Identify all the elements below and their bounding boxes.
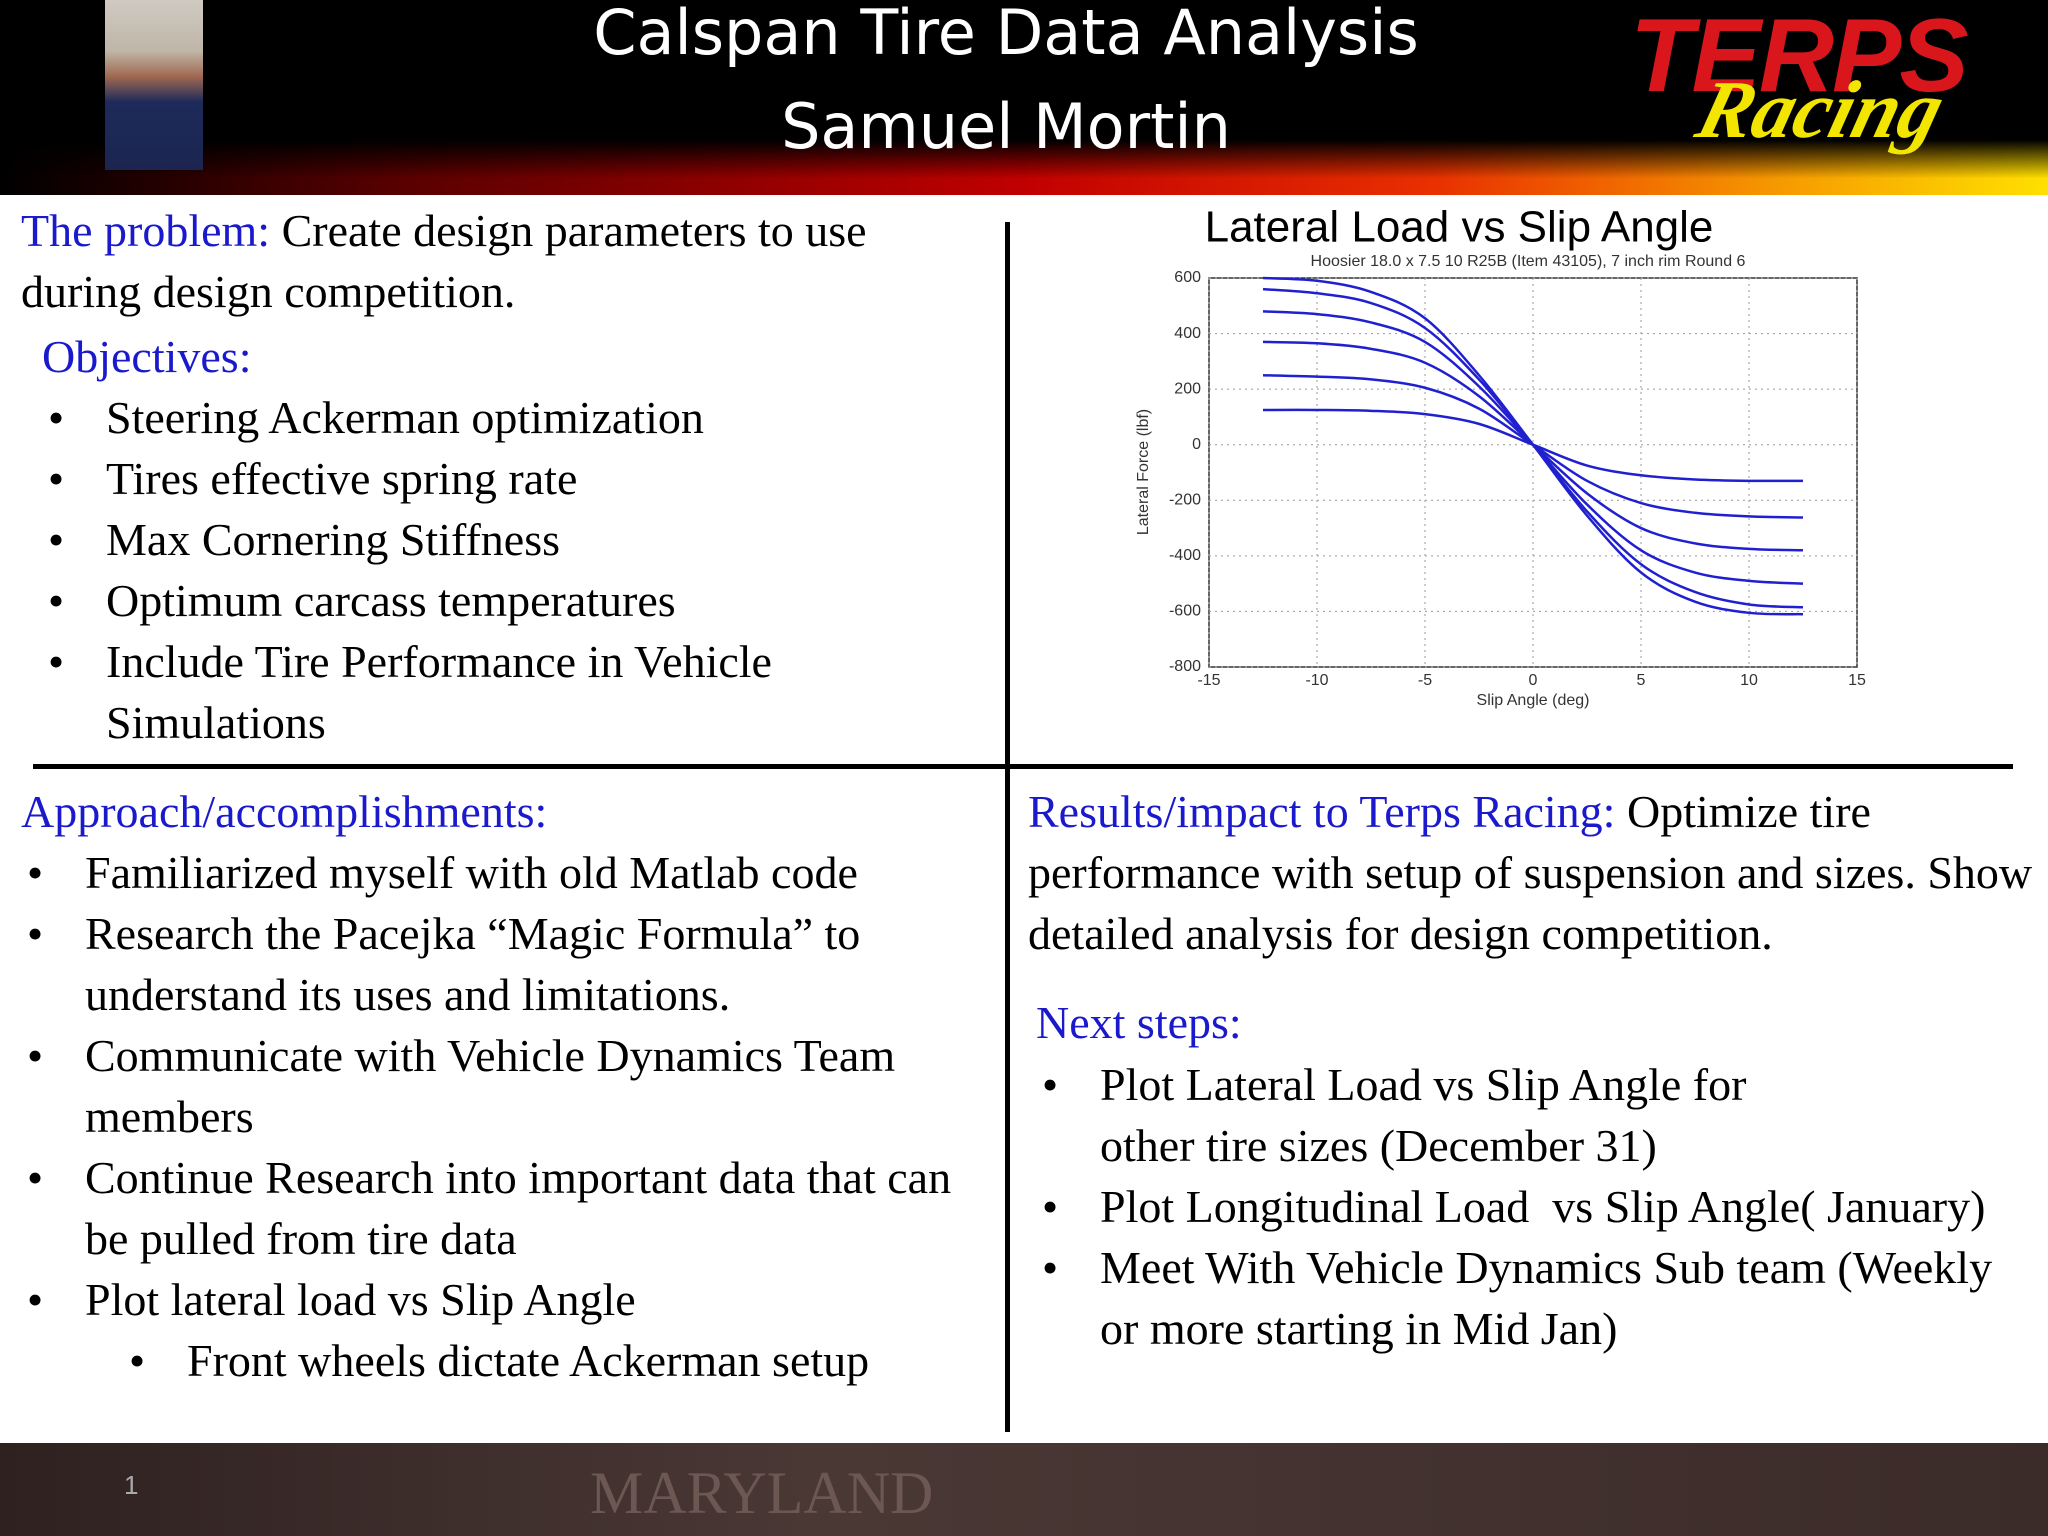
approach-item: Familiarized myself with old Matlab code	[27, 842, 965, 903]
presenter: Samuel Mortin	[781, 90, 1231, 163]
approach-list: Familiarized myself with old Matlab code…	[27, 842, 965, 1391]
chart-title: Lateral Load vs Slip Angle	[1205, 203, 1714, 252]
objective-item: Include Tire Performance in Vehicle Simu…	[48, 631, 986, 753]
photo	[105, 0, 203, 170]
y-tick-label: 0	[1192, 436, 1201, 453]
x-tick-label: 10	[1740, 672, 1758, 689]
y-tick-label: 200	[1174, 380, 1201, 397]
approach-label: Approach/accomplishments:	[21, 786, 548, 837]
logo-word: TERPS	[1630, 0, 1969, 114]
y-tick-label: 600	[1174, 269, 1201, 286]
page-number: 1	[124, 1470, 139, 1500]
x-tick-label: 5	[1637, 672, 1646, 689]
y-tick-label: -200	[1169, 492, 1201, 509]
next-steps-label: Next steps:	[1036, 997, 1242, 1048]
problem-text: Create design parameters to use during d…	[21, 205, 867, 317]
next-step-item: Plot Longitudinal Load vs Slip Angle( Ja…	[1042, 1176, 2000, 1237]
footer	[0, 1443, 2048, 1536]
approach-subitem: Front wheels dictate Ackerman setup	[129, 1330, 965, 1391]
problem-label: The problem:	[21, 205, 271, 256]
x-axis-label: Slip Angle (deg)	[1477, 692, 1590, 709]
results-label: Results/impact to Terps Racing:	[1028, 786, 1616, 837]
problem: The problem: Create design parameters to…	[21, 200, 921, 322]
y-tick-label: -800	[1169, 658, 1201, 675]
x-tick-label: -10	[1305, 672, 1328, 689]
results: Results/impact to Terps Racing: Optimize…	[1028, 781, 2033, 964]
next-step-item: Meet With Vehicle Dynamics Sub team (Wee…	[1042, 1237, 2000, 1359]
y-tick-label: -400	[1169, 547, 1201, 564]
objective-item: Max Cornering Stiffness	[48, 509, 986, 570]
x-tick-label: -15	[1197, 672, 1220, 689]
data-line	[1262, 276, 1804, 616]
divider-horizontal	[33, 764, 2013, 769]
objective-item: Tires effective spring rate	[48, 448, 986, 509]
next-step-item: Plot Lateral Load vs Slip Angle for othe…	[1042, 1054, 2000, 1176]
approach-item: Communicate with Vehicle Dynamics Team m…	[27, 1025, 965, 1147]
y-tick-label: 400	[1174, 325, 1201, 342]
objectives-list: Steering Ackerman optimizationTires effe…	[48, 387, 986, 753]
footer-watermark: MARYLAND	[590, 1460, 934, 1526]
objective-item: Optimum carcass temperatures	[48, 570, 986, 631]
x-tick-label: -5	[1418, 672, 1432, 689]
header-band	[0, 140, 2048, 195]
chart-subtitle: Hoosier 18.0 x 7.5 10 R25B (Item 43105),…	[1311, 253, 1746, 270]
title: Calspan Tire Data Analysis	[593, 0, 1419, 69]
next-steps-list: Plot Lateral Load vs Slip Angle for othe…	[1042, 1054, 2000, 1359]
x-tick-label: 0	[1529, 672, 1538, 689]
approach-item: Research the Pacejka “Magic Formula” to …	[27, 903, 965, 1025]
y-axis-label: Lateral Force (lbf)	[1135, 409, 1152, 535]
approach-item: Plot lateral load vs Slip Angle	[27, 1269, 965, 1330]
objectives-label: Objectives:	[42, 331, 252, 382]
results-text: Optimize tire performance with setup of …	[1028, 786, 2033, 959]
approach-item: Continue Research into important data th…	[27, 1147, 965, 1269]
divider-vertical	[1005, 222, 1010, 1432]
chart: Lateral Load vs Slip Angle Hoosier 18.0 …	[1135, 203, 1866, 710]
y-tick-label: -600	[1169, 603, 1201, 620]
objective-item: Steering Ackerman optimization	[48, 387, 986, 448]
x-tick-label: 15	[1848, 672, 1866, 689]
